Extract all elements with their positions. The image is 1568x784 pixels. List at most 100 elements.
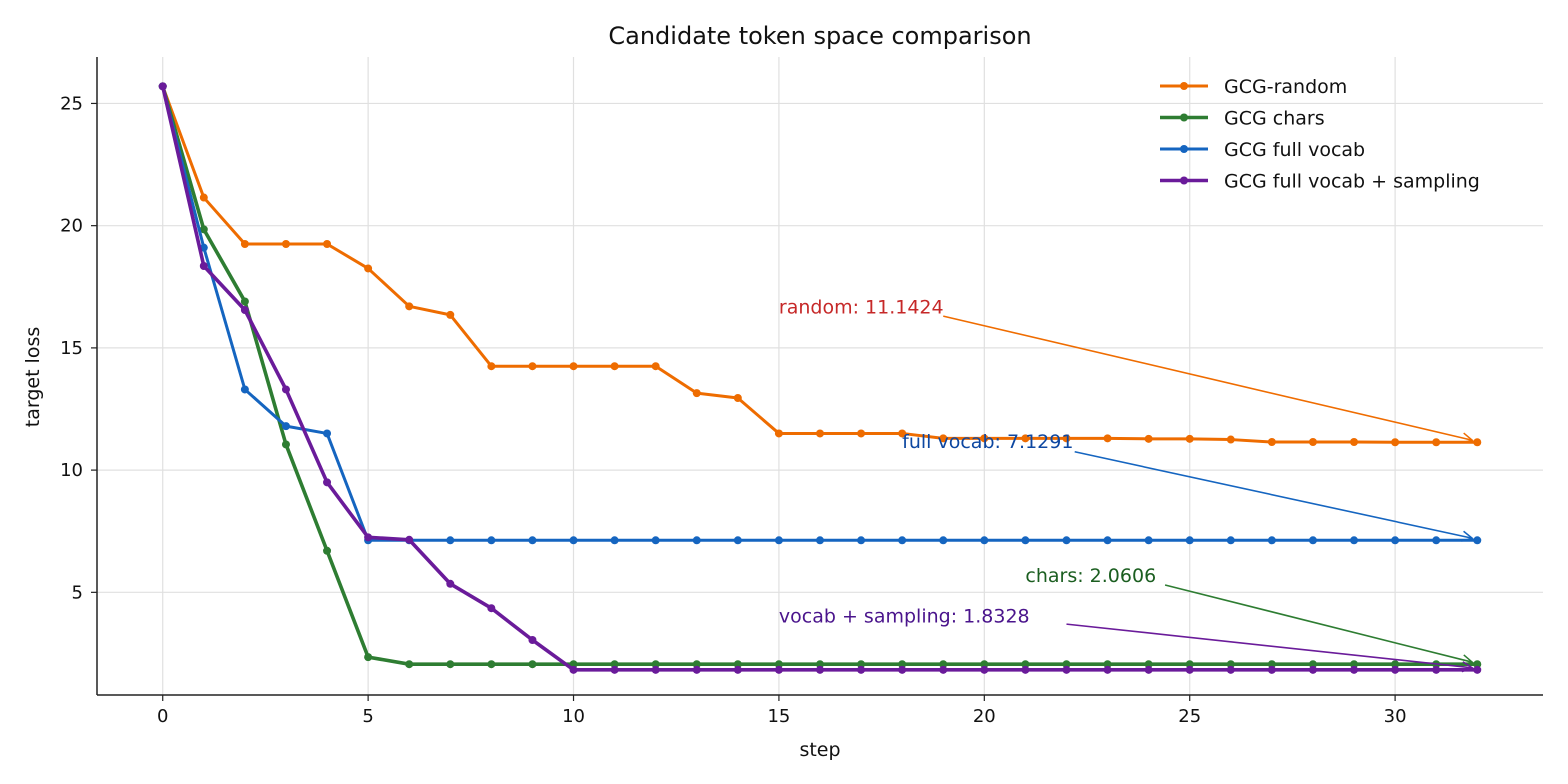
data-point [980,660,989,669]
data-point [281,240,290,248]
data-point [1391,438,1400,447]
data-point [857,536,866,545]
data-point [323,240,332,248]
legend-entry: GCG full vocab + sampling [1160,171,1480,193]
data-point [1021,665,1030,674]
data-point [1308,660,1317,669]
data-point [528,362,537,371]
data-point [528,660,537,669]
annotation: random: 11.1424 [779,296,1472,440]
y-tick-label: 20 [60,216,83,237]
data-point [1391,536,1400,545]
data-point [1473,665,1482,674]
data-point [651,665,660,674]
data-point [1350,536,1359,545]
data-point [281,440,290,449]
y-tick-label: 25 [60,93,83,114]
legend-marker [1180,176,1188,185]
data-point [816,536,824,545]
data-point [1021,660,1030,669]
data-point [980,434,989,443]
data-point [1473,660,1482,669]
data-point [857,429,866,438]
x-axis-label: step [799,739,840,761]
annotation-label: full vocab: 7.1291 [902,431,1073,453]
data-point [939,660,948,669]
data-point [446,660,455,669]
data-point [1062,434,1071,443]
data-point [1267,438,1276,446]
data-point [1144,660,1153,669]
y-axis-label: target loss [22,327,44,428]
data-point [692,660,701,669]
data-point [281,422,290,431]
legend-marker [1180,82,1188,90]
data-point [1308,665,1317,674]
legend-marker [1180,113,1188,122]
annotation-arrow [1074,450,1473,538]
x-tick-label: 10 [562,706,585,727]
data-point [487,604,496,613]
data-point [364,533,373,542]
data-point [1267,665,1276,674]
data-point [1062,665,1071,674]
annotations: random: 11.1424 full vocab: 7.1291 chars: … [779,296,1472,667]
data-point [1062,536,1071,545]
data-point [692,389,701,398]
series-gcg-random [158,82,1482,447]
x-tick-label: 0 [157,706,168,727]
data-point [1267,660,1276,669]
data-point [980,665,989,674]
data-point [1432,438,1441,447]
data-point [692,536,701,545]
data-point [857,665,866,674]
data-point [733,536,742,545]
data-point [1185,434,1194,443]
data-point [1432,665,1441,674]
data-point [528,636,537,644]
data-point [487,536,496,545]
data-point [1226,435,1235,444]
x-tick-label: 25 [1178,706,1201,727]
data-point [364,264,373,273]
data-point [569,665,578,674]
data-point [569,362,578,371]
data-point [405,535,414,544]
data-point [487,660,496,669]
axes [96,57,1543,696]
chart-title: Candidate token space comparison [608,22,1031,50]
data-point [446,579,455,588]
data-point [1103,665,1112,674]
data-point [816,665,824,674]
data-point [651,660,660,669]
data-point [774,665,783,674]
data-point [1062,660,1071,669]
data-point [1350,660,1359,669]
y-tick-label: 5 [72,582,83,603]
x-tick-label: 30 [1384,706,1407,727]
grid [97,57,1543,695]
annotation-arrow [1164,584,1472,662]
data-point [774,536,783,545]
ticks: 0 5 10 15 20 25 30 5 10 15 20 25 [60,93,1406,727]
data-point [323,429,332,438]
data-point [1226,660,1235,669]
data-point [774,429,783,438]
data-point [240,297,249,306]
data-point [610,665,619,674]
data-point [158,82,167,91]
data-point [1308,536,1317,545]
annotation-label: chars: 2.0606 [1025,565,1156,587]
legend-entry: GCG chars [1160,108,1325,130]
data-point [240,385,249,394]
data-point [898,429,907,438]
annotation: vocab + sampling: 1.8328 [779,606,1472,668]
data-point [405,302,414,311]
data-point [857,660,866,669]
data-point [939,434,948,443]
data-point [774,660,783,669]
data-point [898,665,907,674]
data-point [1021,536,1030,545]
legend-label: GCG chars [1224,108,1325,130]
